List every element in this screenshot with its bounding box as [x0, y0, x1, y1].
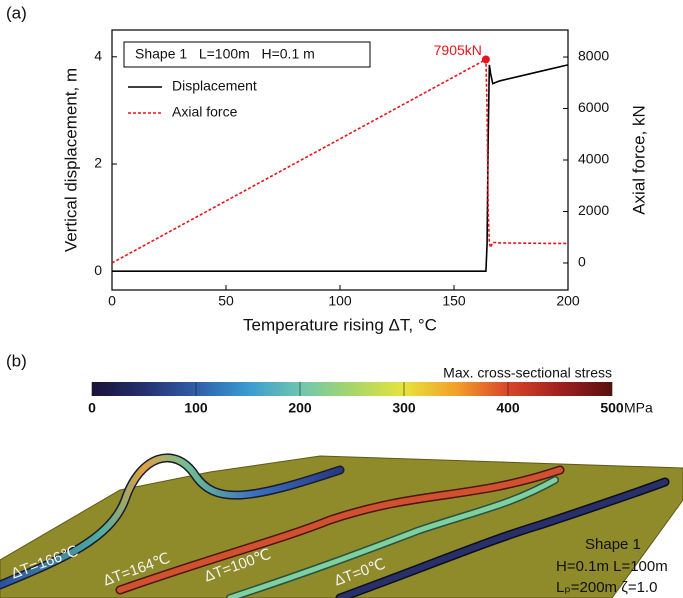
pipe [117, 467, 563, 593]
info-text: Shape 1 [585, 536, 641, 553]
y2-tick-label: 4000 [578, 151, 609, 167]
legend-title-box [123, 41, 371, 68]
x-tick-label: 0 [108, 293, 116, 309]
x-tick-label: 50 [218, 293, 234, 309]
legend-title: Shape 1 L=100m H=0.1 m [135, 46, 315, 62]
panel-label: (a) [6, 3, 27, 22]
colorbar [92, 382, 612, 396]
y-tick-label: 4 [94, 48, 102, 64]
y2-tick-label: 6000 [578, 99, 609, 115]
info-text: Lₚ=200m ζ=1.0 [556, 579, 657, 596]
colorbar-tick-label: 500 [600, 400, 624, 416]
annotation-label: 7905kN [434, 42, 482, 58]
legend-label: Axial force [172, 104, 238, 120]
x-tick-label: 100 [328, 293, 352, 309]
colorbar-tick-label: 0 [88, 400, 96, 416]
y2-axis-title: Axial force, kN [629, 105, 648, 215]
annotation-point [481, 55, 490, 64]
scene: ΔT=166℃ ΔT=164℃ ΔT=100℃ ΔT=0℃ Shape 1 H=… [0, 453, 683, 598]
pipe [227, 477, 558, 598]
colorbar-title: Max. cross-sectional stress [443, 365, 612, 381]
series-line [112, 64, 569, 273]
x-tick-label: 150 [442, 293, 466, 309]
x-tick-label: 200 [556, 293, 580, 309]
y2-tick-label: 0 [578, 254, 586, 270]
colorbar-tick-label: 100 [184, 400, 208, 416]
y2-tick-label: 2000 [578, 202, 609, 218]
pipe [0, 454, 343, 588]
series-line [111, 58, 568, 264]
y-tick-label: 0 [94, 262, 102, 278]
colorbar-tick-label: 200 [288, 400, 312, 416]
colorbar-tick-label: 300 [392, 400, 416, 416]
colorbar-unit: MPa [624, 400, 653, 416]
legend-label: Displacement [172, 78, 257, 94]
y-axis-title: Vertical displacement, m [61, 68, 80, 252]
y2-tick-label: 8000 [578, 48, 609, 64]
ground-surface [0, 455, 683, 598]
panel-label: (b) [6, 351, 27, 370]
colorbar-tick-label: 400 [496, 400, 520, 416]
info-text: H=0.1m L=100m [556, 558, 668, 575]
plot-frame [111, 29, 569, 291]
x-axis-title: Temperature rising ΔT, °C [243, 315, 437, 334]
y-tick-label: 2 [94, 155, 102, 171]
pipe [337, 479, 668, 598]
